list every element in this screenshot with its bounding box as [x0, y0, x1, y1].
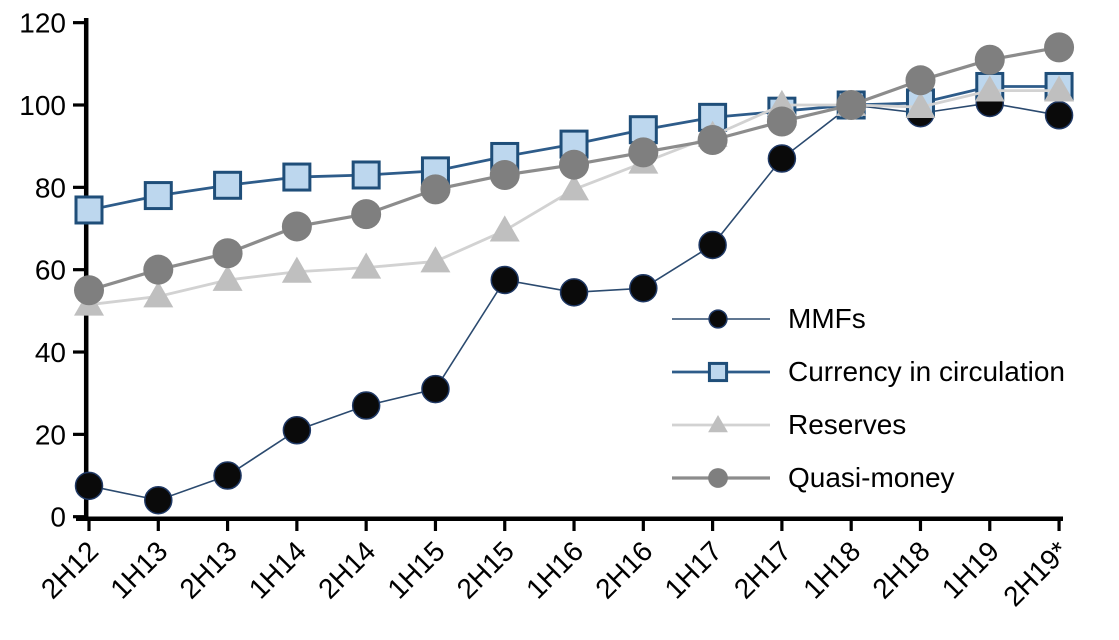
data-point-marker	[905, 65, 936, 96]
data-point-marker	[766, 106, 797, 137]
data-point-marker	[1044, 75, 1075, 102]
data-point-marker	[559, 278, 589, 307]
data-point-marker	[74, 195, 104, 225]
data-point-marker	[282, 162, 312, 192]
legend-label-quasi-money: Quasi-money	[788, 462, 955, 493]
mmfs-legend-marker-icon	[672, 309, 770, 329]
data-point-marker	[905, 91, 936, 119]
y-axis-tick-label: 120	[19, 8, 66, 39]
data-point-marker	[489, 159, 520, 190]
data-point-marker	[420, 246, 451, 273]
legend-item-reserves: Reserves	[668, 409, 1065, 441]
series-quasi-money	[74, 32, 1075, 306]
x-axis-tick-label: 1H16	[520, 535, 589, 604]
x-axis-tick-label: 2H17	[728, 535, 797, 604]
data-point-marker	[1044, 32, 1075, 63]
y-axis-tick-label: 80	[35, 172, 66, 203]
data-point-marker	[421, 374, 450, 404]
x-axis-tick-label: 2H18	[866, 535, 935, 604]
x-axis-tick-label: 1H14	[243, 535, 312, 604]
legend-label-mmfs: MMFs	[788, 303, 866, 334]
data-point-marker	[420, 174, 451, 205]
data-point-marker	[351, 391, 381, 420]
data-point-marker	[708, 415, 728, 433]
data-point-marker	[698, 230, 727, 260]
y-axis-tick-label: 100	[19, 90, 66, 121]
x-axis-tick-label: 1H18	[797, 535, 866, 604]
data-point-marker	[559, 149, 590, 180]
data-point-marker	[74, 275, 104, 306]
data-point-marker	[282, 415, 312, 445]
data-point-marker	[74, 471, 104, 501]
x-axis-tick-label: 2H15	[451, 535, 520, 604]
quasi-money-legend-marker-icon	[672, 468, 770, 488]
data-point-marker	[974, 44, 1005, 75]
y-axis-tick-label: 40	[35, 337, 66, 368]
data-point-marker	[351, 199, 382, 230]
data-point-marker	[212, 264, 243, 291]
x-axis-tick-label: 1H19	[936, 535, 1005, 604]
data-point-marker	[489, 215, 520, 242]
data-point-marker	[351, 252, 382, 279]
reserves-legend-marker-icon	[672, 415, 770, 433]
data-point-marker	[143, 181, 173, 211]
data-point-marker	[767, 144, 797, 173]
data-point-marker	[628, 137, 659, 168]
data-point-marker	[708, 309, 728, 329]
data-point-marker	[144, 485, 173, 515]
data-point-marker	[281, 256, 312, 283]
legend-label-currency: Currency in circulation	[788, 356, 1065, 387]
data-point-marker	[974, 75, 1005, 102]
x-axis-tick-label: 2H12	[35, 535, 104, 604]
legend-item-mmfs: MMFs	[668, 303, 1065, 335]
legend-item-quasi-money: Quasi-money	[668, 462, 1065, 494]
x-axis-tick-label: 2H19*	[997, 535, 1074, 612]
data-point-marker	[143, 254, 174, 285]
data-point-marker	[697, 124, 728, 155]
data-point-marker	[213, 461, 242, 490]
y-axis-tick-label: 60	[35, 255, 66, 286]
y-axis-tick-label: 20	[35, 419, 66, 450]
data-point-marker	[1044, 101, 1074, 130]
data-point-marker	[708, 468, 728, 488]
chart-legend: MMFs Currency in circulation Reserves Qu…	[668, 303, 1065, 494]
data-point-marker	[213, 170, 243, 200]
x-axis-tick-label: 2H16	[589, 535, 658, 604]
data-point-marker	[559, 174, 590, 201]
legend-label-reserves: Reserves	[788, 409, 907, 440]
data-point-marker	[281, 211, 312, 242]
x-axis-tick-label: 2H13	[174, 535, 243, 604]
currency-legend-marker-icon	[672, 361, 770, 383]
x-axis-tick-label: 1H13	[104, 535, 173, 604]
x-axis-tick-label: 1H15	[381, 535, 450, 604]
data-point-marker	[629, 273, 658, 303]
x-axis-tick-label: 1H17	[659, 535, 728, 604]
data-point-marker	[351, 160, 381, 190]
data-point-marker	[490, 265, 519, 295]
data-point-marker	[212, 238, 243, 269]
y-axis-tick-label: 0	[50, 502, 66, 533]
x-axis-tick-label: 2H14	[312, 535, 381, 604]
data-point-marker	[143, 281, 174, 308]
data-point-marker	[836, 90, 867, 120]
legend-item-currency: Currency in circulation	[668, 356, 1065, 388]
data-point-marker	[707, 361, 729, 383]
